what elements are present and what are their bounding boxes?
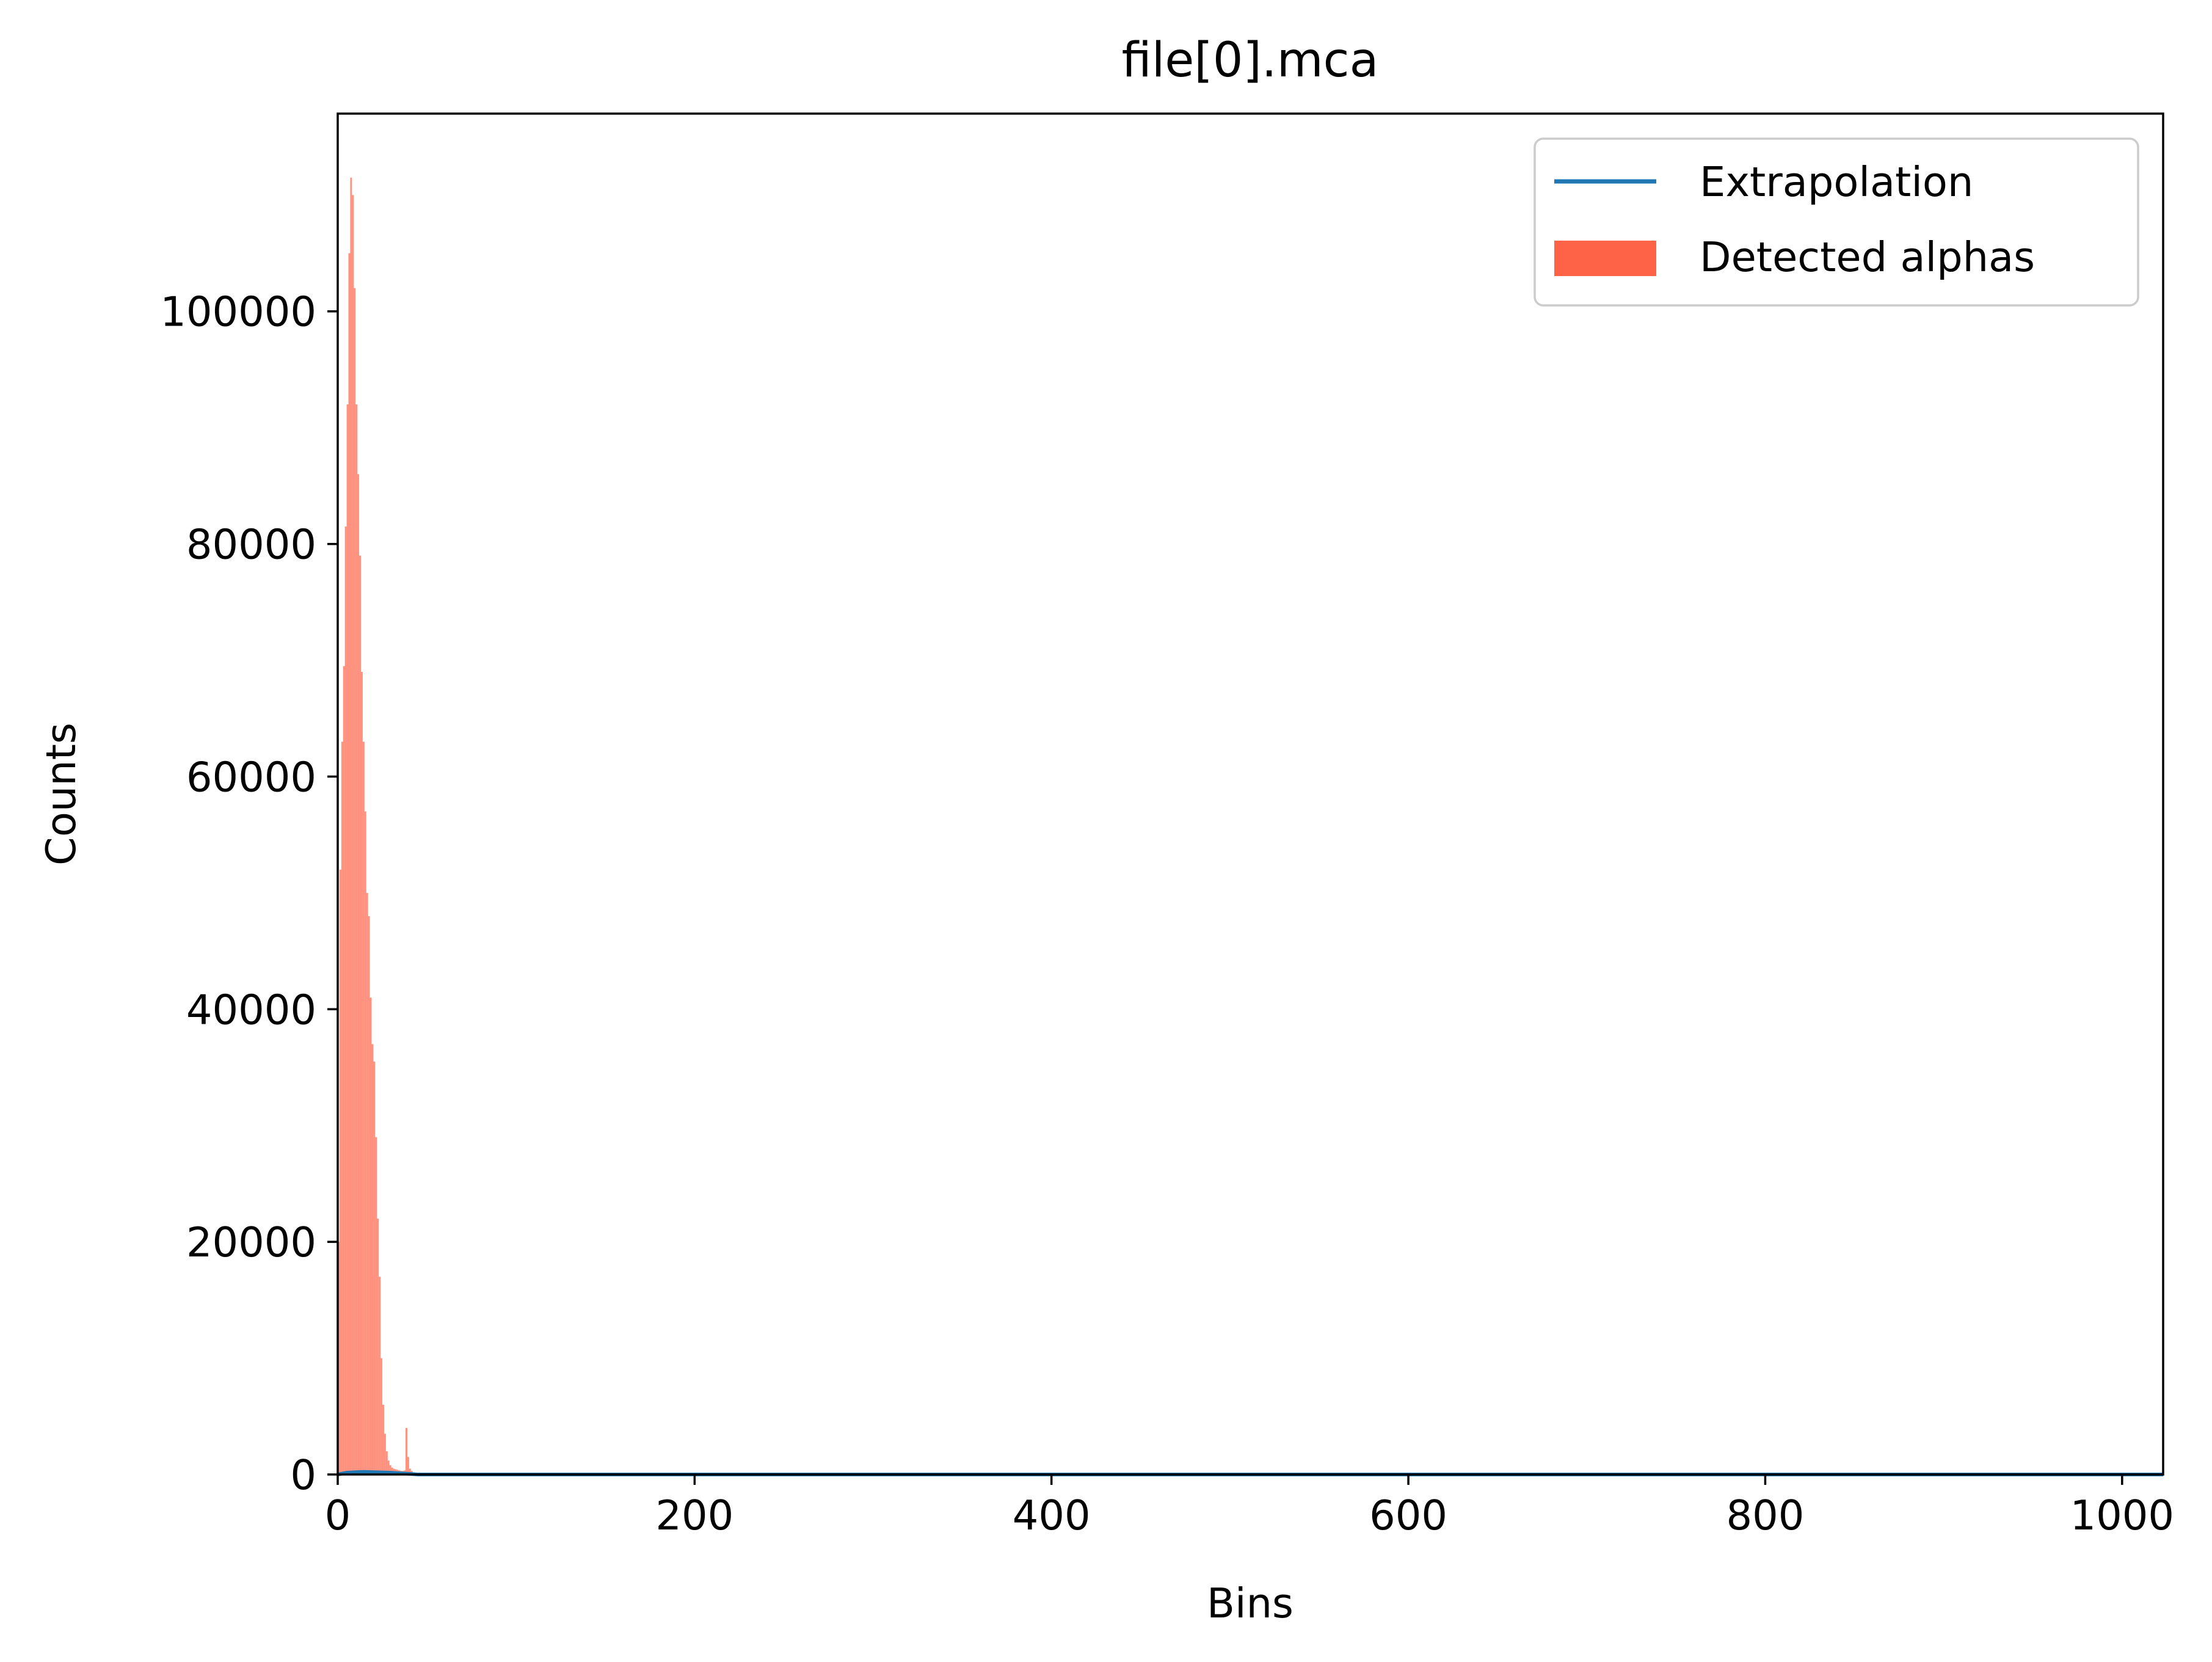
- bar-detected-alphas: [389, 1465, 391, 1474]
- bar-detected-alphas: [375, 1137, 377, 1474]
- bar-detected-alphas: [357, 474, 360, 1474]
- bar-detected-alphas: [382, 1404, 384, 1474]
- y-axis-label: Counts: [37, 723, 85, 866]
- bar-detected-alphas: [339, 869, 341, 1474]
- bar-detected-alphas: [350, 177, 352, 1474]
- bar-detected-alphas: [346, 404, 349, 1474]
- bar-detected-alphas: [343, 666, 345, 1474]
- bar-detected-alphas: [409, 1468, 411, 1474]
- bar-detected-alphas: [355, 404, 358, 1474]
- bar-detected-alphas: [406, 1427, 407, 1474]
- bar-detected-alphas: [348, 253, 351, 1474]
- legend-detected-alphas-swatch: [1554, 241, 1656, 276]
- bar-detected-alphas: [368, 916, 370, 1474]
- y-tick-label: 0: [290, 1451, 316, 1499]
- x-tick-label: 400: [1013, 1492, 1091, 1539]
- bar-detected-alphas: [341, 742, 343, 1474]
- legend-extrapolation-label: Extrapolation: [1700, 158, 1973, 206]
- x-axis-label: Bins: [1207, 1580, 1293, 1627]
- bar-detected-alphas: [373, 1061, 376, 1474]
- plot-area: [338, 114, 2163, 1474]
- x-tick-label: 200: [655, 1492, 733, 1539]
- x-tick-label: 600: [1369, 1492, 1447, 1539]
- bar-detected-alphas: [387, 1460, 390, 1474]
- chart-title: file[0].mca: [1122, 33, 1379, 88]
- bar-detected-alphas: [364, 811, 366, 1474]
- bar-detected-alphas: [352, 195, 354, 1474]
- bar-detected-alphas: [362, 742, 365, 1474]
- x-tick-label: 1000: [2070, 1492, 2175, 1539]
- bar-detected-alphas: [354, 288, 356, 1474]
- bar-detected-alphas: [360, 672, 363, 1474]
- bar-detected-alphas: [407, 1457, 409, 1474]
- legend-box: [1533, 137, 2139, 307]
- bar-detected-alphas: [384, 1434, 386, 1474]
- bar-detected-alphas: [377, 1219, 379, 1474]
- y-tick-label: 20000: [186, 1219, 316, 1266]
- y-tick-label: 40000: [186, 986, 316, 1033]
- bar-detected-alphas: [344, 527, 347, 1474]
- bar-detected-alphas: [379, 1277, 381, 1474]
- y-axis: 0 20000 40000 60000 80000 100000: [160, 288, 338, 1499]
- legend: Extrapolation Detected alphas: [1533, 137, 2139, 307]
- bar-detected-alphas: [359, 555, 361, 1474]
- plot-frame: [337, 112, 2164, 1476]
- bar-detected-alphas: [385, 1451, 388, 1474]
- x-axis: 0 200 400 600 800 1000: [325, 1474, 2174, 1539]
- bar-detected-alphas: [366, 892, 368, 1474]
- y-tick-label: 100000: [160, 288, 316, 336]
- x-tick-label: 0: [325, 1492, 351, 1539]
- y-tick-label: 60000: [186, 753, 316, 801]
- bar-detected-alphas: [371, 1044, 374, 1474]
- legend-detected-alphas-label: Detected alphas: [1700, 233, 2035, 281]
- bars-layer: [338, 177, 417, 1474]
- bar-detected-alphas: [369, 997, 372, 1474]
- x-tick-label: 800: [1726, 1492, 1804, 1539]
- y-tick-label: 80000: [186, 521, 316, 569]
- bar-detected-alphas: [380, 1358, 383, 1474]
